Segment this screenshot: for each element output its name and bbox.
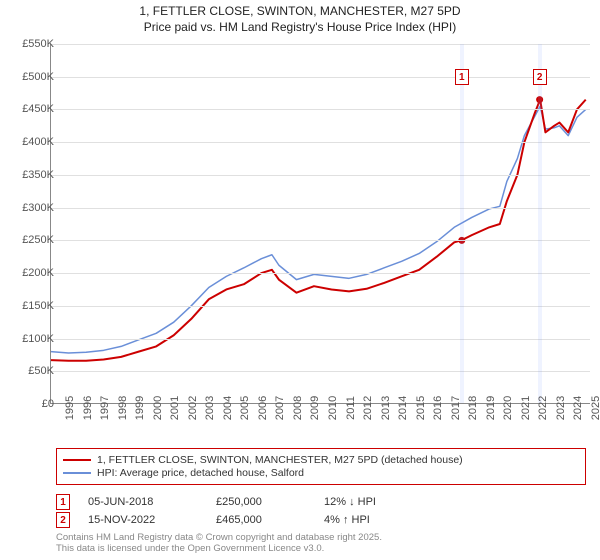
gridline — [51, 208, 590, 209]
sale-marker: 2 — [533, 69, 547, 85]
chart-title-line2: Price paid vs. HM Land Registry's House … — [0, 20, 600, 36]
gridline — [51, 142, 590, 143]
legend-label: 1, FETTLER CLOSE, SWINTON, MANCHESTER, M… — [97, 454, 463, 466]
y-axis-label: £250K — [4, 234, 54, 246]
sales-table: 1 05-JUN-2018 £250,000 12% ↓ HPI 2 15-NO… — [56, 492, 414, 530]
gridline — [51, 339, 590, 340]
y-axis-label: £350K — [4, 169, 54, 181]
series-line — [51, 106, 586, 353]
legend-label: HPI: Average price, detached house, Salf… — [97, 467, 304, 479]
chart-svg — [51, 44, 590, 403]
y-axis-label: £50K — [4, 365, 54, 377]
legend-swatch — [63, 472, 91, 474]
y-axis-label: £500K — [4, 71, 54, 83]
x-axis-label: 2025 — [576, 396, 600, 420]
y-axis-label: £0 — [4, 398, 54, 410]
sale-marker-badge: 1 — [56, 494, 70, 510]
footer-attribution: Contains HM Land Registry data © Crown c… — [56, 533, 382, 555]
sale-price: £250,000 — [216, 496, 306, 508]
footer-line: This data is licensed under the Open Gov… — [56, 544, 382, 555]
series-line — [51, 100, 586, 361]
sale-hpi-diff: 12% ↓ HPI — [324, 496, 414, 508]
y-axis-label: £400K — [4, 136, 54, 148]
y-axis-label: £200K — [4, 267, 54, 279]
sale-hpi-diff: 4% ↑ HPI — [324, 514, 414, 526]
gridline — [51, 44, 590, 45]
gridline — [51, 77, 590, 78]
chart-plot-area: 12 — [50, 44, 590, 404]
sale-price: £465,000 — [216, 514, 306, 526]
sale-marker-badge: 2 — [56, 512, 70, 528]
legend-box: 1, FETTLER CLOSE, SWINTON, MANCHESTER, M… — [56, 448, 586, 485]
highlight-band — [460, 44, 464, 403]
sale-date: 05-JUN-2018 — [88, 496, 198, 508]
sale-marker: 1 — [455, 69, 469, 85]
legend-swatch — [63, 459, 91, 461]
sale-date: 15-NOV-2022 — [88, 514, 198, 526]
gridline — [51, 306, 590, 307]
y-axis-label: £300K — [4, 202, 54, 214]
legend-row: HPI: Average price, detached house, Salf… — [63, 467, 579, 479]
y-axis-label: £150K — [4, 300, 54, 312]
chart-title-line1: 1, FETTLER CLOSE, SWINTON, MANCHESTER, M… — [0, 4, 600, 20]
highlight-band — [538, 44, 542, 403]
sales-row: 2 15-NOV-2022 £465,000 4% ↑ HPI — [56, 512, 414, 528]
y-axis-label: £100K — [4, 333, 54, 345]
gridline — [51, 240, 590, 241]
gridline — [51, 175, 590, 176]
gridline — [51, 371, 590, 372]
y-axis-label: £450K — [4, 103, 54, 115]
legend-row: 1, FETTLER CLOSE, SWINTON, MANCHESTER, M… — [63, 454, 579, 466]
sales-row: 1 05-JUN-2018 £250,000 12% ↓ HPI — [56, 494, 414, 510]
gridline — [51, 273, 590, 274]
y-axis-label: £550K — [4, 38, 54, 50]
gridline — [51, 109, 590, 110]
